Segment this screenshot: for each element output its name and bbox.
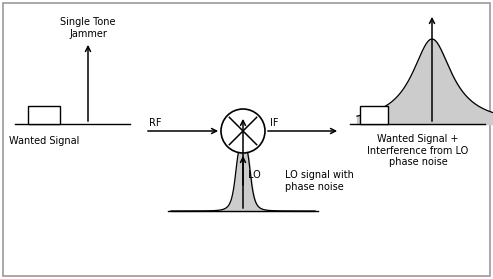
Text: LO signal with
phase noise: LO signal with phase noise bbox=[285, 170, 354, 192]
Text: Wanted Signal +
Interference from LO
phase noise: Wanted Signal + Interference from LO pha… bbox=[367, 134, 469, 167]
Text: Wanted Signal: Wanted Signal bbox=[9, 136, 79, 146]
Circle shape bbox=[221, 109, 265, 153]
Bar bbox=[360, 106, 388, 124]
Text: IF: IF bbox=[270, 118, 279, 128]
Text: LO: LO bbox=[248, 170, 261, 180]
Text: RF: RF bbox=[149, 118, 162, 128]
Text: Single Tone
Jammer: Single Tone Jammer bbox=[60, 17, 116, 39]
Bar bbox=[28, 106, 60, 124]
